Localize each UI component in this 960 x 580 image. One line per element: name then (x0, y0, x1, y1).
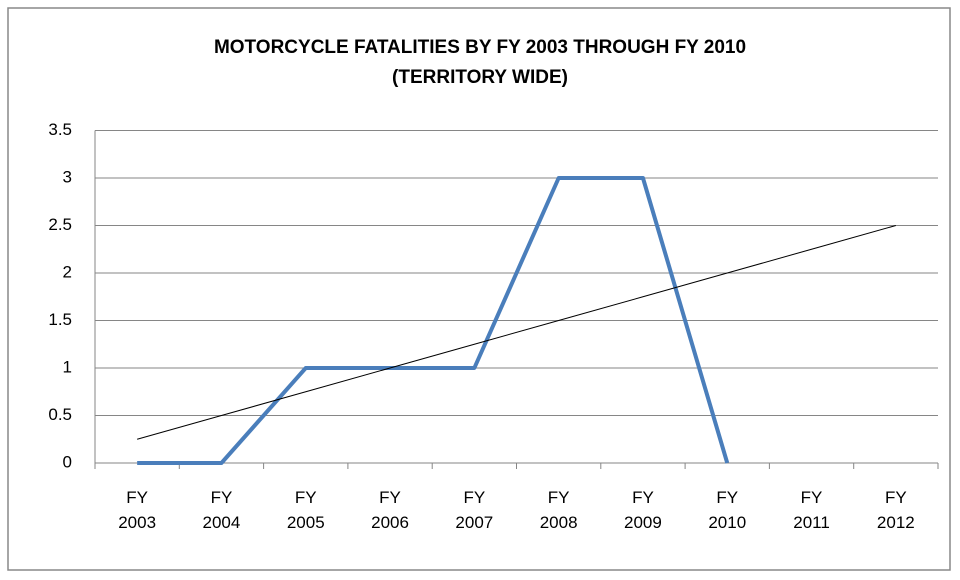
y-tick-label: 1.5 (48, 310, 72, 329)
y-tick-label: 2.5 (48, 215, 72, 234)
y-tick-label: 3.5 (48, 120, 72, 139)
x-tick-label: FY 2006 (371, 488, 409, 532)
x-tick-label: FY 2012 (876, 488, 915, 532)
x-tick-label: FY 2011 (793, 488, 830, 532)
y-tick-label: 2 (63, 262, 72, 281)
x-tick-label: FY 2010 (708, 488, 747, 532)
x-tick-label: FY 2004 (202, 488, 241, 532)
series-line (137, 176, 730, 465)
y-tick-label: 1 (63, 357, 72, 376)
x-tick-label: FY 2009 (624, 488, 662, 532)
y-tick-label: 0.5 (48, 405, 72, 424)
y-tick-label: 3 (63, 167, 72, 186)
x-tick-label: FY 2008 (539, 488, 578, 532)
x-tick-label: FY 2007 (455, 488, 494, 532)
chart-title: MOTORCYCLE FATALITIES BY FY 2003 THROUGH… (214, 37, 746, 58)
chart-border (7, 7, 951, 571)
y-tick-label: 0 (63, 452, 72, 471)
x-tick-label: FY 2005 (286, 488, 325, 532)
chart-title: (TERRITORY WIDE) (392, 67, 568, 88)
x-tick-label: FY 2003 (118, 488, 157, 532)
series-line (137, 225, 896, 440)
